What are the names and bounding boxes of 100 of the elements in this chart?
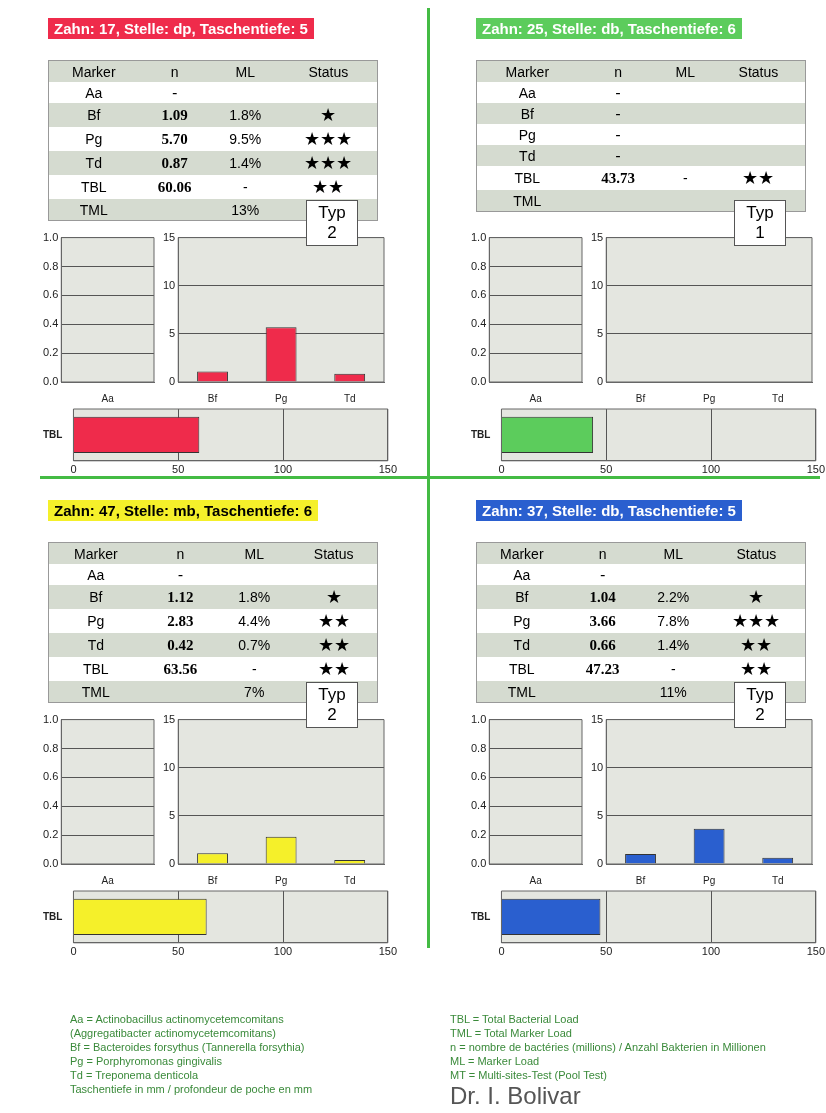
y-tick-label: 1.0 bbox=[42, 230, 59, 243]
category-label: Marker bbox=[71, 62, 117, 82]
text: 4.4% bbox=[238, 613, 271, 629]
category-label: n bbox=[175, 544, 186, 564]
text: 0.7% bbox=[238, 637, 271, 653]
category-label: TML bbox=[513, 192, 542, 209]
category-label: Pg bbox=[518, 126, 536, 143]
text: TBL = Total Bacterial Load bbox=[450, 1012, 580, 1026]
x-tick-label: 100 bbox=[273, 945, 293, 958]
category-label: ML bbox=[674, 62, 696, 82]
category-label: n bbox=[169, 62, 180, 82]
text: ★★ bbox=[740, 659, 773, 679]
text: 3.66 bbox=[589, 612, 616, 629]
text: (Aggregatibacter actinomycetemcomitans) bbox=[70, 1026, 278, 1040]
y-tick-label: 0 bbox=[169, 375, 176, 388]
x-tick-label: 50 bbox=[600, 463, 613, 476]
category-label: Pg bbox=[87, 613, 105, 629]
y-tick-label: 5 bbox=[169, 808, 176, 821]
text: ★★★ bbox=[304, 153, 353, 173]
x-tick-label: Td bbox=[343, 392, 356, 404]
category-label: TML bbox=[81, 683, 110, 700]
category-label: ML bbox=[234, 62, 256, 82]
y-tick-label: 5 bbox=[597, 808, 604, 821]
y-tick-label: 15 bbox=[590, 712, 604, 725]
text: - bbox=[251, 661, 257, 677]
y-tick-label: 0.6 bbox=[470, 288, 487, 301]
y-tick-label: 0.4 bbox=[470, 317, 487, 330]
y-tick-label: 5 bbox=[169, 326, 176, 339]
category-label: ML bbox=[243, 544, 265, 564]
category-label: Td bbox=[519, 147, 536, 164]
x-tick-label: 150 bbox=[378, 945, 397, 958]
text: Zahn: 47, Stelle: mb, Taschentiefe: 6 bbox=[48, 500, 319, 521]
y-tick-label: 5 bbox=[597, 326, 604, 339]
y-tick-label: 0.0 bbox=[42, 857, 59, 870]
y-tick-label: TBL bbox=[470, 428, 491, 440]
x-tick-label: 50 bbox=[172, 463, 185, 476]
text: Aa = Actinobacillus actinomycetemcomitans bbox=[70, 1012, 285, 1026]
category-label: Td bbox=[85, 155, 102, 171]
text: 60.06 bbox=[157, 178, 192, 195]
text: - bbox=[615, 84, 621, 100]
y-tick-label: 0.2 bbox=[470, 828, 487, 841]
category-label: Bf bbox=[89, 589, 103, 605]
x-tick-label: 150 bbox=[806, 945, 825, 958]
text: - bbox=[682, 170, 688, 186]
text: - bbox=[670, 661, 676, 677]
category-label: Pg bbox=[85, 131, 103, 147]
y-tick-label: 10 bbox=[162, 278, 176, 291]
text: 7.8% bbox=[657, 613, 690, 629]
text: 63.56 bbox=[163, 660, 198, 677]
text: ML = Marker Load bbox=[450, 1054, 541, 1068]
category-label: Status bbox=[307, 62, 350, 82]
y-tick-label: 0.4 bbox=[470, 799, 487, 812]
text: - bbox=[172, 84, 178, 100]
x-tick-label: Pg bbox=[275, 874, 288, 886]
category-label: Bf bbox=[87, 107, 101, 123]
category-label: TBL bbox=[514, 170, 541, 186]
text: ★ bbox=[748, 587, 765, 607]
x-tick-label: 100 bbox=[273, 463, 293, 476]
y-tick-label: 0 bbox=[597, 857, 604, 870]
text: 13% bbox=[231, 201, 260, 218]
y-tick-label: 0.8 bbox=[42, 259, 59, 272]
text: 1.4% bbox=[657, 637, 690, 653]
text: MT = Multi-sites-Test (Pool Test) bbox=[450, 1068, 608, 1082]
x-tick-label: 150 bbox=[806, 463, 825, 476]
category-label: Aa bbox=[518, 84, 536, 101]
y-tick-label: 0.6 bbox=[470, 770, 487, 783]
x-tick-label: 0 bbox=[498, 945, 505, 958]
category-label: Bf bbox=[515, 589, 529, 605]
x-tick-label: Aa bbox=[101, 874, 115, 886]
text: 1.4% bbox=[229, 155, 262, 171]
category-label: Status bbox=[312, 544, 355, 564]
text: ★ bbox=[320, 105, 337, 125]
x-tick-label: Bf bbox=[635, 874, 646, 886]
y-tick-label: 0.0 bbox=[42, 375, 59, 388]
y-tick-label: 0.8 bbox=[42, 741, 59, 754]
text: Zahn: 17, Stelle: dp, Taschentiefe: 5 bbox=[48, 18, 314, 39]
category-label: Marker bbox=[73, 544, 119, 564]
text: 0.42 bbox=[167, 636, 194, 653]
text: Taschentiefe in mm / profondeur de poche en mm bbox=[70, 1082, 314, 1096]
x-tick-label: Bf bbox=[207, 392, 218, 404]
y-tick-label: 0 bbox=[597, 375, 604, 388]
text: Pg = Porphyromonas gingivalis bbox=[70, 1054, 223, 1068]
y-tick-label: 1.0 bbox=[470, 230, 487, 243]
text: 47.23 bbox=[585, 660, 620, 677]
text: ★ bbox=[325, 587, 342, 607]
y-tick-label: 0.4 bbox=[42, 799, 59, 812]
text: Bf = Bacteroides forsythus (Tannerella forsythia) bbox=[70, 1040, 306, 1054]
y-tick-label: 0.0 bbox=[470, 375, 487, 388]
category-label: Aa bbox=[87, 566, 105, 583]
y-tick-label: TBL bbox=[42, 428, 63, 440]
text: 7% bbox=[244, 683, 265, 700]
category-label: Aa bbox=[513, 566, 531, 583]
text: 1.8% bbox=[229, 107, 262, 123]
x-tick-label: Pg bbox=[703, 874, 716, 886]
text: 1.12 bbox=[167, 588, 194, 605]
text: - bbox=[615, 147, 621, 163]
y-tick-label: 10 bbox=[590, 278, 604, 291]
text: 2.83 bbox=[167, 612, 194, 629]
y-tick-label: 10 bbox=[162, 760, 176, 773]
category-label: TBL bbox=[80, 179, 107, 195]
